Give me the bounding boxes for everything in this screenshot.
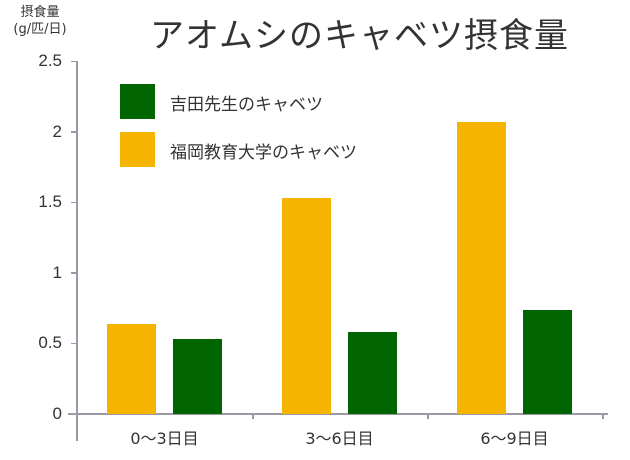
y-axis-label-line1: 摂食量 [20,5,60,20]
legend-swatch-orange [120,132,155,167]
y-tick [71,272,76,274]
legend-label: 福岡教育大学のキャベツ [170,143,357,163]
y-tick-label: 0 [52,404,62,423]
legend-swatch-green [120,84,155,119]
y-tick-label: 2 [52,121,62,141]
y-tick [71,342,76,345]
bar-fukuoka [282,197,331,414]
bar-yoshida [348,332,397,414]
bar-yoshida [523,309,572,414]
y-axis-label: 摂食量 (g/匹/日) [2,4,78,38]
y-tick-label: 0.5 [38,333,62,353]
x-tick [602,414,604,419]
y-axis-line [76,61,78,441]
y-tick [71,60,76,62]
y-tick [71,413,76,415]
y-tick-label: 2.5 [38,51,62,70]
chart-title: アオムシのキャベツ摂食量 [150,16,569,56]
bar-fukuoka [107,323,156,414]
x-tick-label: 3〜6日目 [305,429,374,448]
y-tick-label: 1 [52,262,62,282]
bar-fukuoka [457,121,506,414]
y-tick [71,201,76,204]
legend-label: 吉田先生のキャベツ [170,95,323,115]
bar-yoshida [173,339,222,414]
x-tick-label: 0〜3日目 [130,429,199,448]
x-tick-label: 6〜9日目 [480,429,549,448]
y-tick [71,131,76,133]
x-tick [252,414,254,419]
x-tick [427,414,429,419]
x-axis-line [68,413,608,415]
y-axis-label-line2: (g/匹/日) [13,22,67,37]
y-tick-label: 1.5 [38,192,62,212]
